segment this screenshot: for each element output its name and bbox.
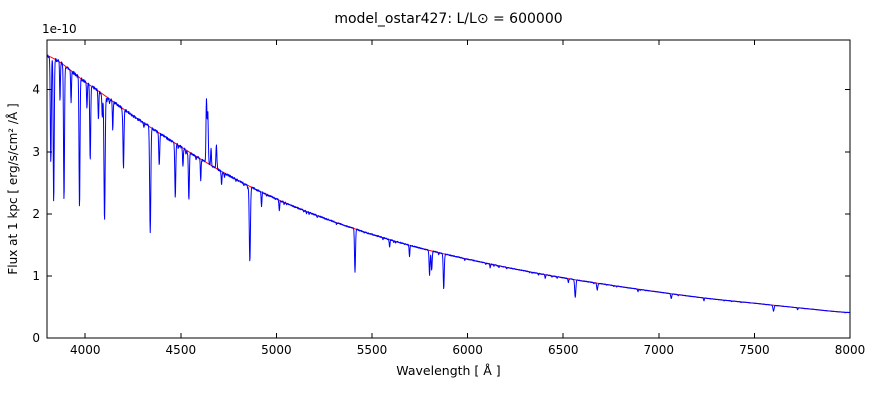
y-tick-label: 4 [32, 83, 40, 97]
x-tick-label: 7500 [739, 343, 770, 357]
x-tick-label: 6000 [452, 343, 483, 357]
x-axis-title: Wavelength [ Å ] [396, 363, 501, 378]
y-tick-label: 1 [32, 269, 40, 283]
x-tick-label: 4500 [166, 343, 197, 357]
x-tick-label: 5500 [357, 343, 388, 357]
y-axis-title: Flux at 1 kpc [ erg/s/cm² /Å ] [6, 103, 20, 275]
y-tick-label: 2 [32, 207, 40, 221]
axes-frame [46, 39, 851, 339]
x-tick-label: 4000 [70, 343, 101, 357]
x-tick-label: 8000 [835, 343, 866, 357]
y-tick-label: 3 [32, 145, 40, 159]
y-tick-label: 0 [32, 331, 40, 345]
x-tick-label: 7000 [644, 343, 675, 357]
y-axis-offset-label: 1e-10 [42, 22, 77, 36]
chart-title: model_ostar427: L/L⊙ = 600000 [334, 11, 563, 27]
spectrum-line [46, 54, 851, 314]
continuum-fit-line [46, 55, 851, 314]
x-tick-label: 6500 [548, 343, 579, 357]
x-tick-label: 5000 [261, 343, 292, 357]
